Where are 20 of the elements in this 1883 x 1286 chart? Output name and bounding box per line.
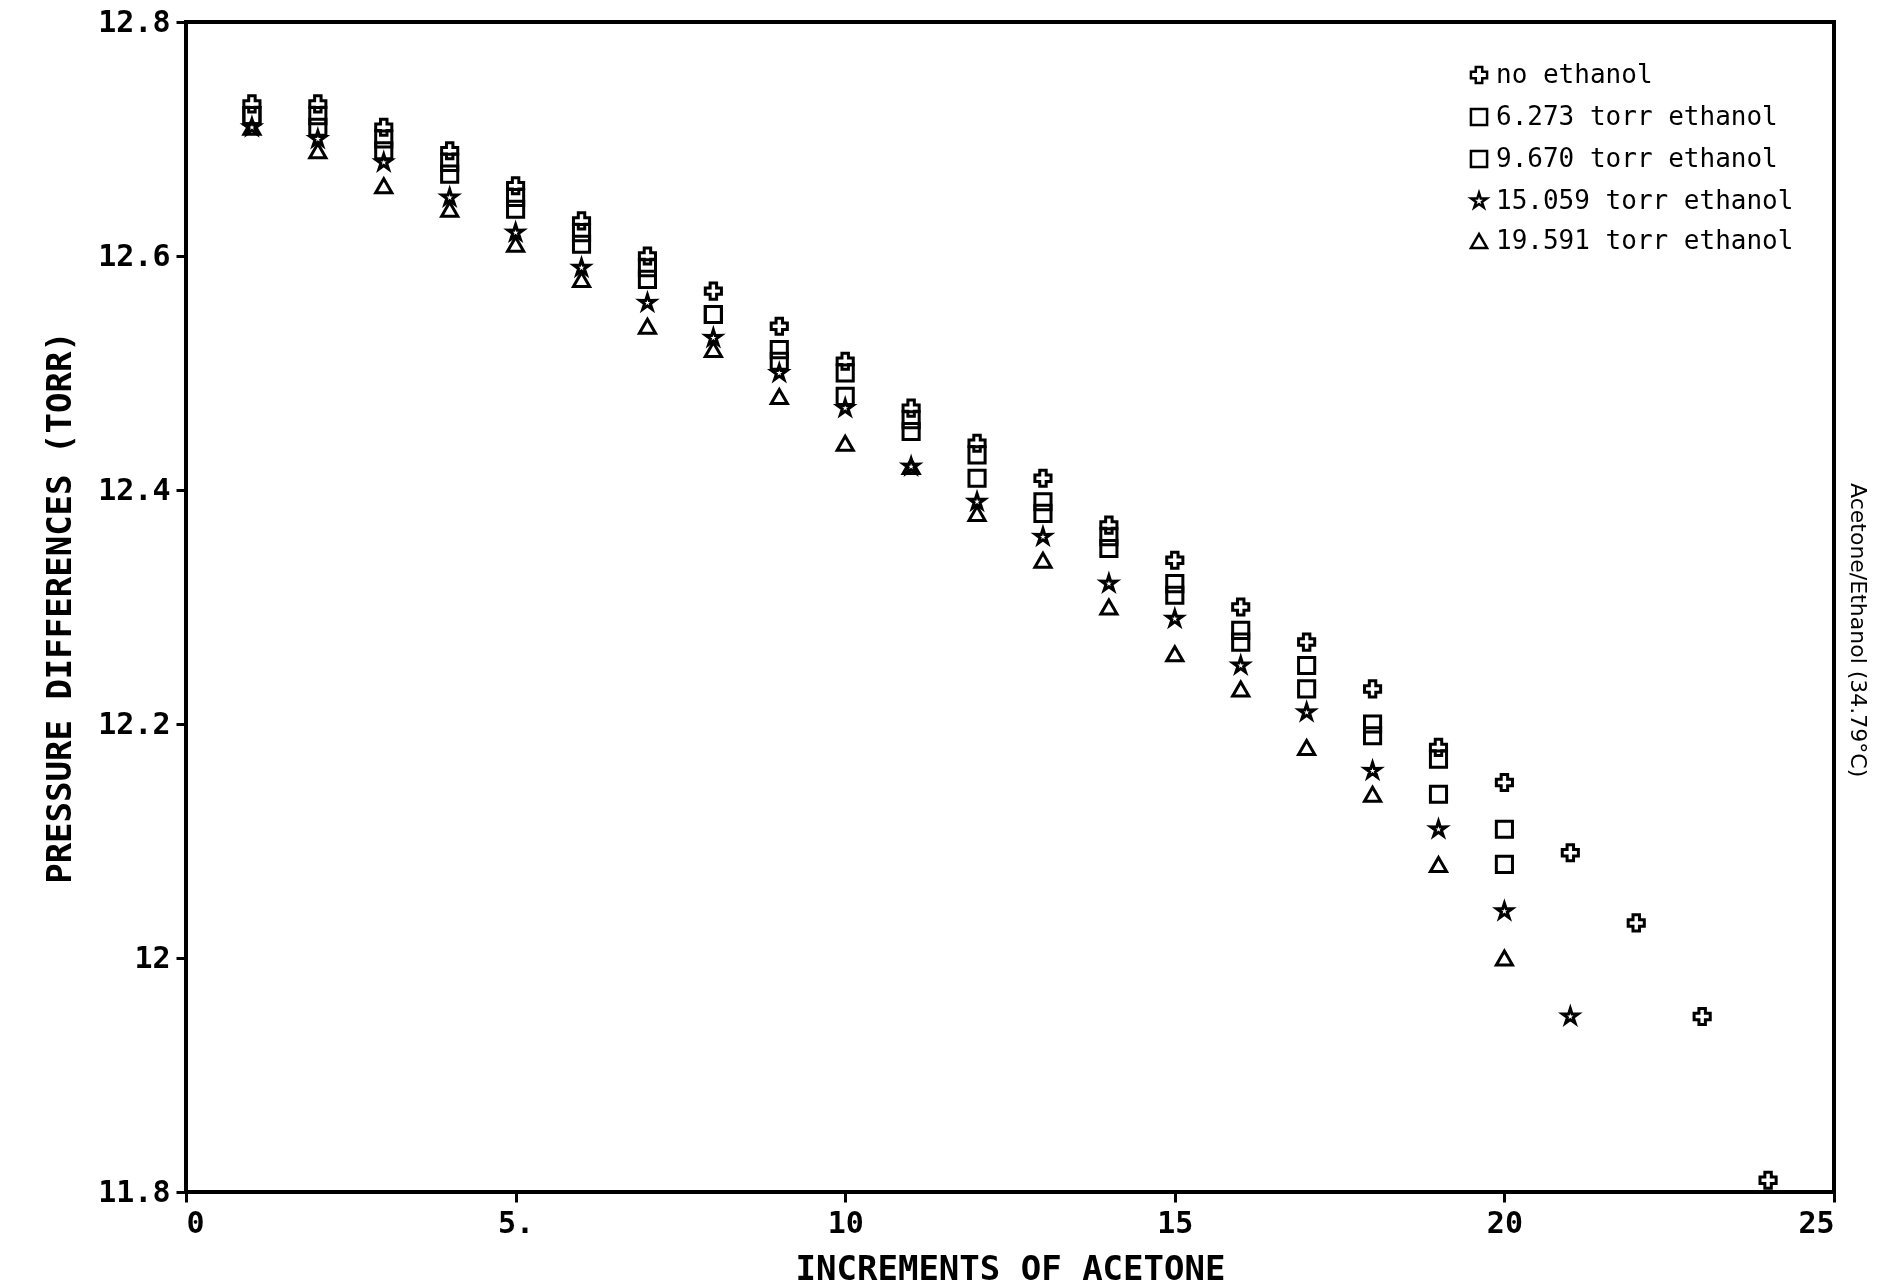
legend-label: no ethanol bbox=[1496, 59, 1653, 89]
y-axis-title: PRESSURE DIFFERENCES (TORR) bbox=[39, 331, 80, 884]
text: Acetone/Ethanol (34.79°C) bbox=[1844, 481, 1872, 780]
x-axis-title: INCREMENTS OF ACETONE bbox=[795, 1247, 1226, 1286]
y-tick-label: 12.2 bbox=[98, 705, 171, 741]
x-tick-label: 0 bbox=[186, 1204, 205, 1240]
x-tick-label: 15 bbox=[1157, 1204, 1194, 1240]
legend-label: 9.670 torr ethanol bbox=[1496, 143, 1778, 173]
legend-label: 6.273 torr ethanol bbox=[1496, 101, 1778, 131]
x-tick-label: 5. bbox=[498, 1204, 535, 1240]
y-tick-label: 12.4 bbox=[98, 471, 171, 507]
x-tick-label: 25 bbox=[1798, 1204, 1835, 1240]
legend-label: 19.591 torr ethanol bbox=[1496, 225, 1794, 255]
x-tick-label: 10 bbox=[827, 1204, 864, 1240]
y-tick-label: 12.6 bbox=[98, 237, 171, 273]
y-tick-label: 12 bbox=[134, 939, 171, 975]
y-tick-label: 11.8 bbox=[98, 1173, 171, 1209]
legend-label: 15.059 torr ethanol bbox=[1496, 185, 1794, 215]
x-tick-label: 20 bbox=[1486, 1204, 1523, 1240]
y-tick-label: 12.8 bbox=[98, 3, 171, 39]
